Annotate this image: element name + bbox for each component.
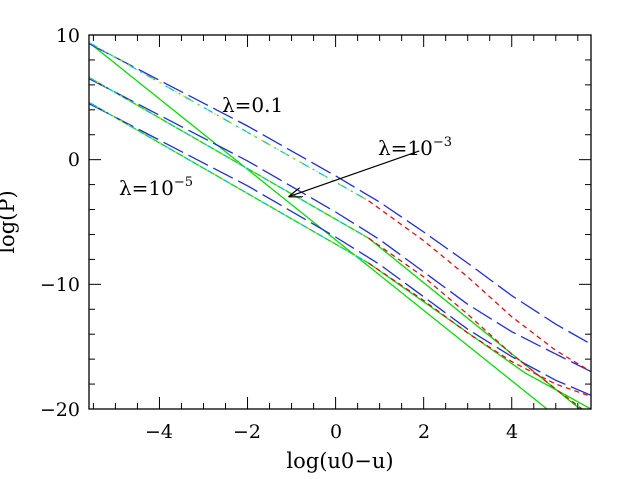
annotation-arrow: [289, 150, 420, 197]
x-tick-label: −4: [145, 421, 173, 443]
x-tick-label: −2: [233, 421, 261, 443]
series-line-red-8: [368, 262, 591, 398]
x-tick-label: 4: [506, 421, 518, 443]
y-tick-label: 0: [68, 149, 80, 171]
series-line-cyan-11: [89, 101, 369, 264]
series-line-cyan-9: [89, 41, 369, 202]
x-tick-label: 2: [418, 421, 430, 443]
ticks-layer: [89, 34, 591, 410]
y-tick-label: 10: [56, 25, 80, 47]
x-axis-title: log(u0−u): [286, 449, 393, 473]
y-axis-title: log(P): [0, 190, 19, 253]
series-line-blue-3: [89, 43, 591, 345]
series-layer: [89, 41, 591, 409]
annotation-lambda-1e-3: λ=10−3: [378, 135, 452, 160]
series-line-blue-5: [89, 103, 591, 396]
x-tick-label: 0: [330, 421, 342, 443]
series-line-red-7: [368, 237, 583, 409]
series-line-green-2: [89, 101, 591, 409]
series-line-red-6: [368, 200, 591, 373]
y-tick-label: −10: [40, 274, 80, 296]
annotation-lambda-1e-5: λ=10−5: [119, 175, 193, 200]
y-tick-label: −20: [40, 399, 80, 421]
series-line-green-0: [89, 41, 548, 409]
plot-frame: [88, 34, 592, 410]
series-line-cyan-10: [89, 76, 369, 239]
series-line-blue-4: [89, 78, 591, 373]
annotation-lambda-0.1: λ=0.1: [222, 93, 283, 117]
